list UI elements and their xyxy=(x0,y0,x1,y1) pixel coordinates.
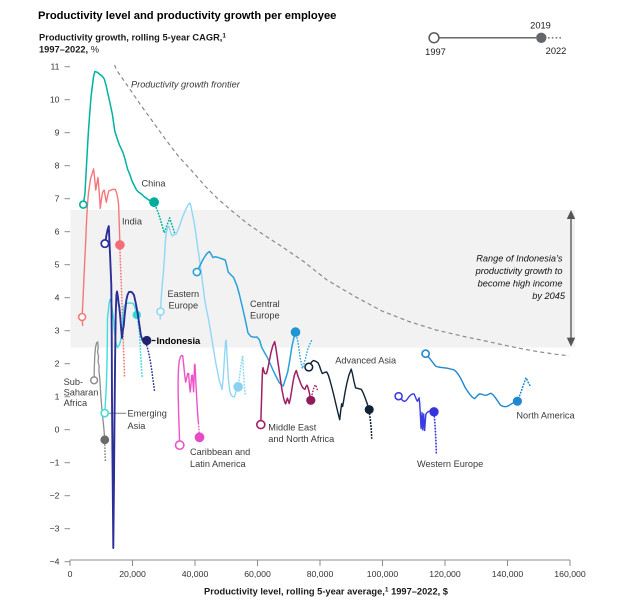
svg-text:Productivity growth, rolling 5: Productivity growth, rolling 5-year CAGR… xyxy=(39,33,226,43)
svg-text:Eastern: Eastern xyxy=(168,289,200,299)
svg-text:−2: −2 xyxy=(50,491,60,501)
svg-text:−3: −3 xyxy=(50,524,60,534)
svg-text:2: 2 xyxy=(55,359,60,369)
svg-text:India: India xyxy=(122,217,143,227)
svg-text:2022: 2022 xyxy=(546,46,567,56)
svg-text:1997: 1997 xyxy=(425,47,446,57)
svg-text:Sub-: Sub- xyxy=(64,377,83,387)
svg-text:Productivity level, rolling 5-: Productivity level, rolling 5-year avera… xyxy=(204,587,449,597)
svg-text:4: 4 xyxy=(55,293,60,303)
svg-text:Productivity growth frontier: Productivity growth frontier xyxy=(131,80,241,90)
svg-text:2019: 2019 xyxy=(530,21,551,31)
svg-text:Asia: Asia xyxy=(128,421,147,431)
svg-text:0: 0 xyxy=(68,569,73,579)
svg-text:0: 0 xyxy=(55,425,60,435)
svg-text:20,000: 20,000 xyxy=(119,569,146,579)
svg-text:North America: North America xyxy=(516,411,575,421)
svg-text:9: 9 xyxy=(55,128,60,138)
svg-text:Productivity level and product: Productivity level and productivity grow… xyxy=(38,10,336,22)
svg-text:Saharan: Saharan xyxy=(64,388,99,398)
svg-text:80,000: 80,000 xyxy=(307,569,334,579)
svg-text:−4: −4 xyxy=(50,557,60,567)
svg-text:Africa: Africa xyxy=(64,398,88,408)
svg-text:Western Europe: Western Europe xyxy=(417,459,483,469)
svg-text:1: 1 xyxy=(55,392,60,402)
svg-text:8: 8 xyxy=(55,161,60,171)
svg-text:and North Africa: and North Africa xyxy=(268,434,335,444)
svg-text:Central: Central xyxy=(250,299,280,309)
svg-text:Middle East: Middle East xyxy=(268,423,316,433)
svg-text:Caribbean and: Caribbean and xyxy=(190,447,250,457)
svg-text:160,000: 160,000 xyxy=(554,569,586,579)
svg-text:1997–2022, %: 1997–2022, % xyxy=(39,45,99,55)
svg-text:Advanced Asia: Advanced Asia xyxy=(335,356,397,366)
svg-text:60,000: 60,000 xyxy=(244,569,271,579)
svg-text:5: 5 xyxy=(55,260,60,270)
svg-text:6: 6 xyxy=(55,227,60,237)
svg-text:Latin America: Latin America xyxy=(190,459,247,469)
svg-text:Indonesia: Indonesia xyxy=(157,335,202,346)
svg-text:11: 11 xyxy=(50,62,59,72)
svg-text:Europe: Europe xyxy=(169,301,199,311)
svg-text:Range of Indonesia’s productiv: Range of Indonesia’s productivity growth… xyxy=(475,254,566,302)
svg-text:China: China xyxy=(142,179,167,189)
svg-text:3: 3 xyxy=(55,326,60,336)
svg-text:7: 7 xyxy=(55,194,60,204)
svg-text:Europe: Europe xyxy=(250,311,280,321)
svg-text:140,000: 140,000 xyxy=(492,569,524,579)
svg-text:Emerging: Emerging xyxy=(128,409,167,419)
svg-text:10: 10 xyxy=(50,95,60,105)
svg-text:100,000: 100,000 xyxy=(367,569,399,579)
svg-text:−1: −1 xyxy=(50,458,60,468)
svg-text:40,000: 40,000 xyxy=(182,569,209,579)
svg-text:120,000: 120,000 xyxy=(429,569,461,579)
